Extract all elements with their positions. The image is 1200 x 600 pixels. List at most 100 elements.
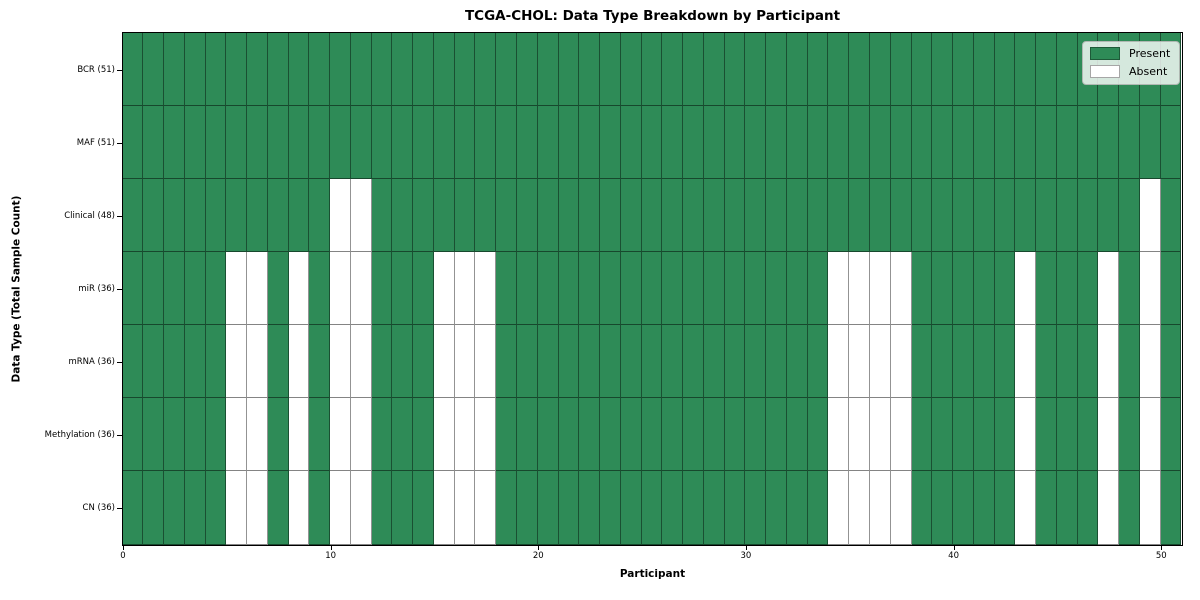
heatmap-cell [620, 471, 642, 545]
heatmap-cell [953, 32, 974, 106]
heatmap-cell [932, 398, 954, 472]
heatmap-cell [870, 105, 891, 179]
heatmap-cell [247, 251, 268, 326]
heatmap-cell [330, 325, 351, 399]
heatmap-cell [288, 325, 310, 399]
heatmap-cell [226, 105, 248, 179]
heatmap-cell [392, 178, 414, 252]
heatmap-cell [330, 398, 351, 472]
heatmap-cell [828, 105, 850, 179]
heatmap-cell [641, 325, 663, 399]
heatmap-cell [683, 105, 704, 179]
heatmap-cell [1036, 471, 1057, 545]
heatmap-cell [558, 32, 580, 106]
heatmap-cell [350, 398, 372, 472]
heatmap-cell [392, 251, 414, 326]
heatmap-cell [724, 251, 746, 326]
heatmap-cell [1160, 105, 1182, 179]
heatmap-cell [392, 398, 414, 472]
x-tick-mark [330, 545, 332, 550]
heatmap-cell [662, 325, 684, 399]
x-tick-label: 30 [740, 551, 752, 561]
heatmap-cell [641, 398, 663, 472]
heatmap-cell [517, 32, 538, 106]
heatmap-cell [122, 105, 144, 179]
heatmap-cell [517, 251, 538, 326]
y-tick-mark [117, 508, 122, 510]
heatmap-cell [807, 398, 829, 472]
heatmap-cell [703, 105, 725, 179]
heatmap-cell [1036, 251, 1057, 326]
heatmap-cell [1119, 251, 1140, 326]
y-tick-label: miR (36) [78, 284, 115, 294]
heatmap-cell [890, 178, 912, 252]
heatmap-cell [1015, 325, 1037, 399]
heatmap-cell [1098, 105, 1120, 179]
heatmap-cell [226, 32, 248, 106]
heatmap-cell [350, 32, 372, 106]
heatmap-cell [247, 398, 268, 472]
heatmap-cell [703, 32, 725, 106]
legend-label-absent: Absent [1129, 65, 1168, 78]
heatmap-cell [911, 178, 933, 252]
heatmap-cell [267, 178, 289, 252]
heatmap-cell [849, 471, 871, 545]
heatmap-cell [1036, 325, 1057, 399]
heatmap-cell [309, 32, 331, 106]
heatmap-cell [558, 251, 580, 326]
heatmap-cell [870, 398, 891, 472]
heatmap-cell [122, 398, 144, 472]
heatmap-cell [1098, 178, 1120, 252]
heatmap-cell [870, 178, 891, 252]
heatmap-cell [517, 105, 538, 179]
heatmap-cell [1015, 105, 1037, 179]
heatmap-cell [205, 32, 227, 106]
heatmap-cell [786, 105, 808, 179]
heatmap-cell [932, 251, 954, 326]
heatmap-cell [870, 251, 891, 326]
heatmap-cell [662, 471, 684, 545]
heatmap-cell [371, 32, 393, 106]
heatmap-cell [600, 178, 621, 252]
heatmap-cell [932, 32, 954, 106]
heatmap-cell [205, 471, 227, 545]
heatmap-cell [350, 251, 372, 326]
heatmap-cell [226, 398, 248, 472]
heatmap-cell [724, 178, 746, 252]
heatmap-cell [724, 471, 746, 545]
heatmap-cell [600, 398, 621, 472]
heatmap-cell [1139, 105, 1161, 179]
heatmap-cell [994, 251, 1016, 326]
heatmap-cell [994, 178, 1016, 252]
heatmap-cell [184, 178, 206, 252]
heatmap-cell [330, 471, 351, 545]
heatmap-cell [600, 105, 621, 179]
heatmap-cell [828, 471, 850, 545]
heatmap-cell [849, 178, 871, 252]
heatmap-cell [973, 178, 995, 252]
heatmap-cell [890, 325, 912, 399]
heatmap-cell [1077, 105, 1099, 179]
heatmap-cell [330, 178, 351, 252]
heatmap-cell [703, 325, 725, 399]
heatmap-cell [600, 32, 621, 106]
heatmap-cell [662, 251, 684, 326]
heatmap-cell [1160, 325, 1182, 399]
heatmap-cell [226, 325, 248, 399]
heatmap-cell [807, 471, 829, 545]
heatmap-cell [641, 105, 663, 179]
heatmap-cell [703, 398, 725, 472]
heatmap-cell [1015, 251, 1037, 326]
heatmap-cell [953, 471, 974, 545]
heatmap-cell [433, 105, 455, 179]
heatmap-cell [184, 471, 206, 545]
heatmap-cell [392, 105, 414, 179]
heatmap-cell [392, 32, 414, 106]
heatmap-cell [745, 398, 767, 472]
heatmap-cell [475, 325, 497, 399]
heatmap-cell [1077, 325, 1099, 399]
heatmap-cell [558, 325, 580, 399]
heatmap-cell [122, 178, 144, 252]
heatmap-cell [724, 32, 746, 106]
heatmap-cell [1119, 178, 1140, 252]
